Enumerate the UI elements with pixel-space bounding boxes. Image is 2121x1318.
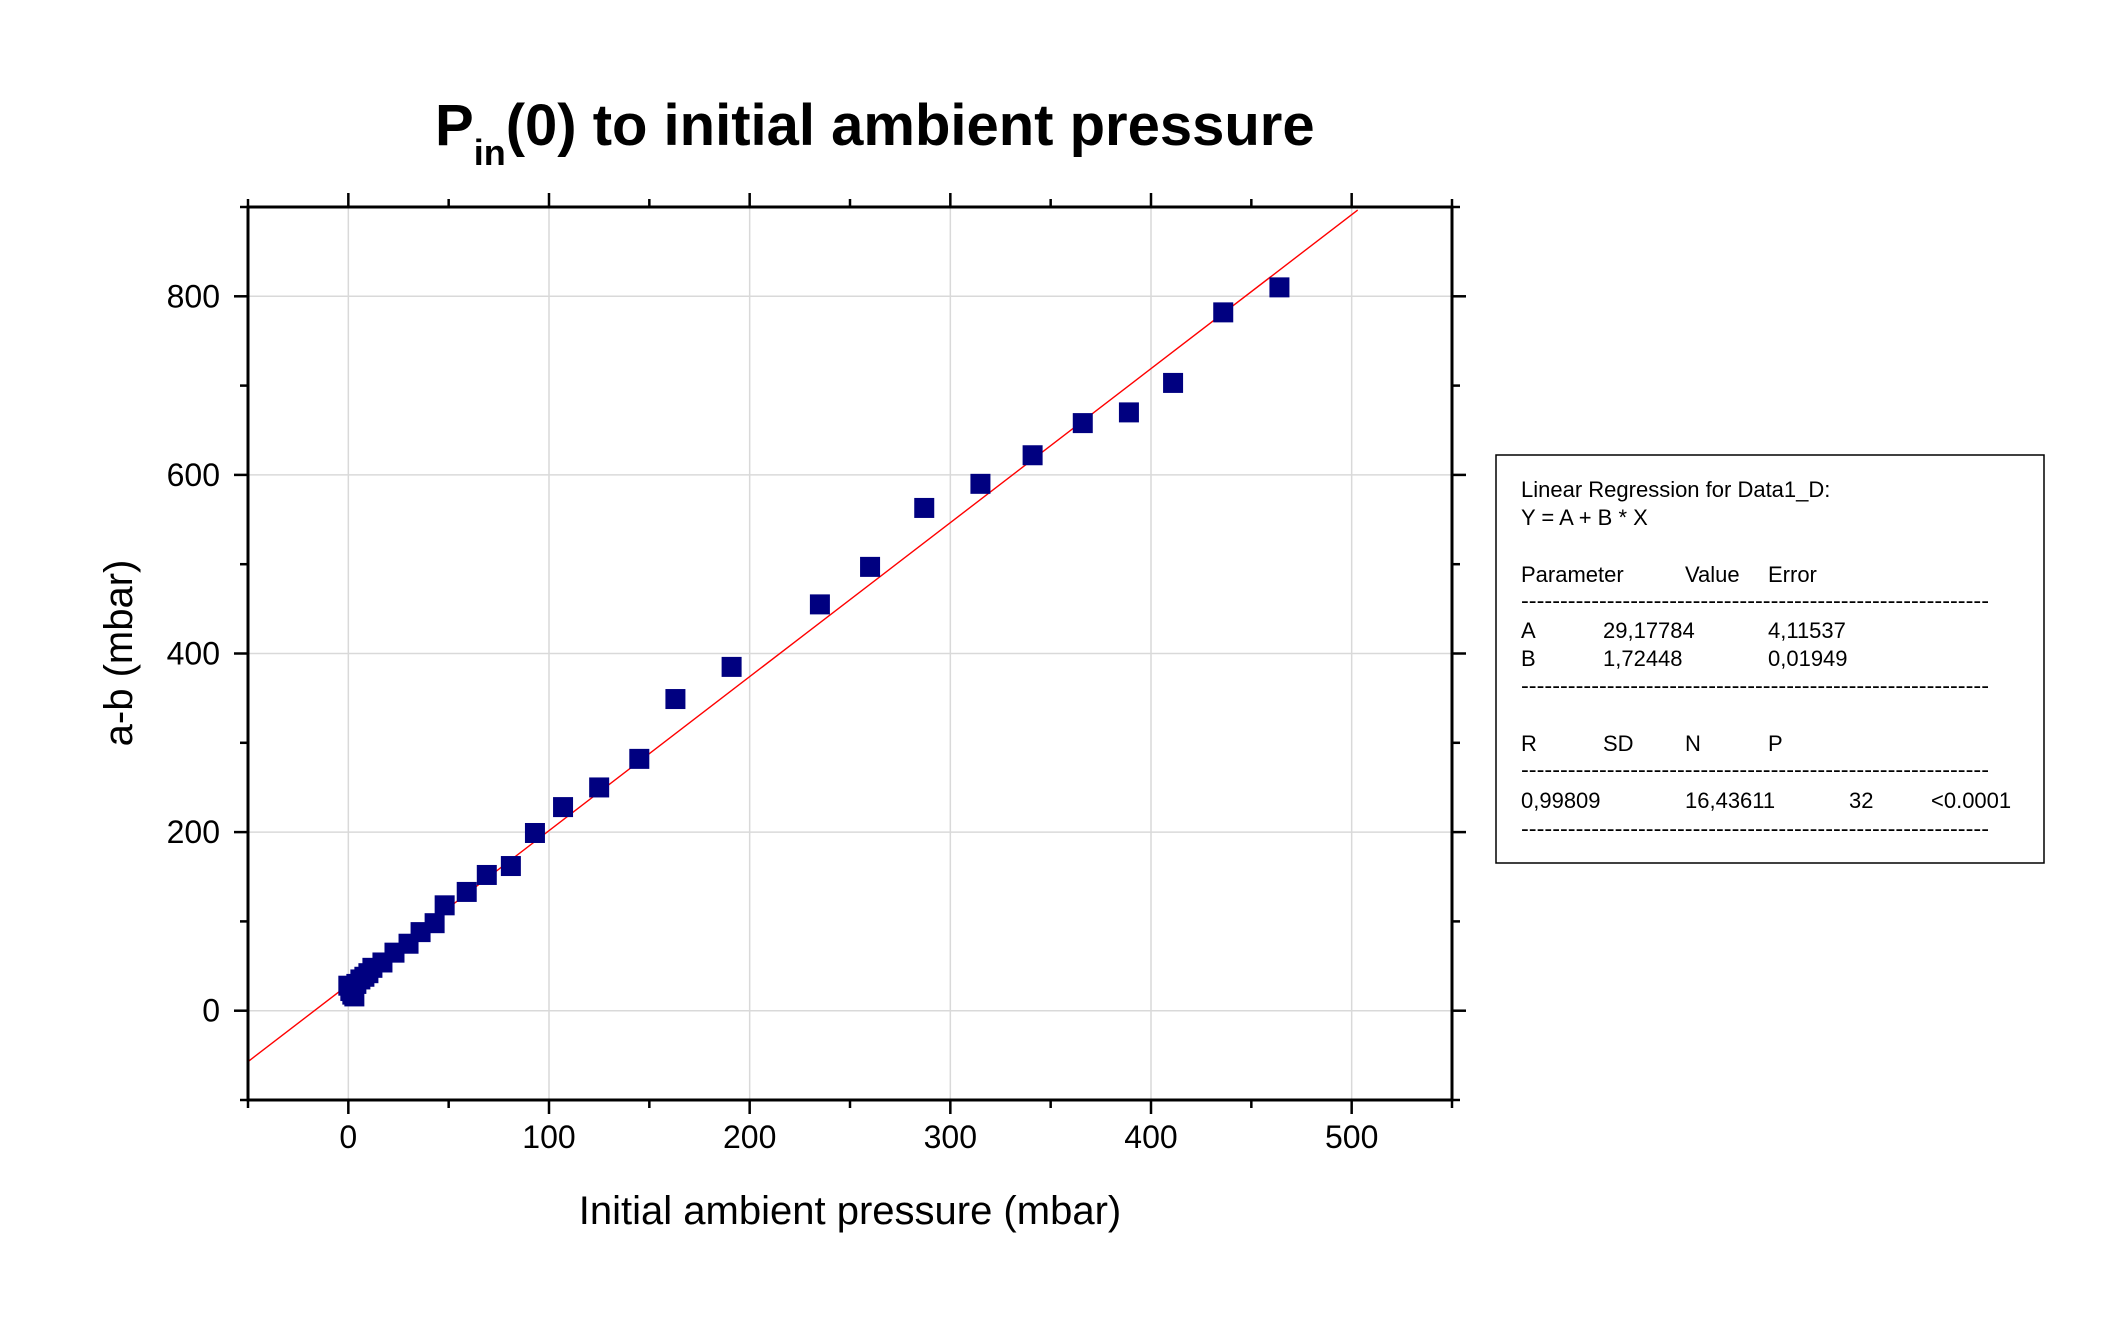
y-tick-label: 0 [202, 993, 220, 1029]
data-point [1163, 372, 1184, 393]
stats-row-a-error: 4,11537 [1768, 618, 1846, 643]
data-point [434, 895, 455, 916]
stats-row-b-error: 0,01949 [1768, 646, 1848, 671]
stats-header-parameter: Parameter [1521, 562, 1624, 587]
data-point [665, 689, 686, 710]
stats-value-sd: 16,43611 [1685, 788, 1775, 813]
data-point [1022, 445, 1043, 466]
y-axis-label: a-b (mbar) [97, 560, 141, 747]
stats-equation: Y = A + B * X [1521, 505, 1648, 530]
stats-value-r: 0,99809 [1521, 788, 1601, 813]
data-point [589, 777, 610, 798]
data-point [476, 864, 497, 885]
stats-header-p: P [1768, 731, 1783, 756]
stats-row-b-name: B [1521, 646, 1536, 671]
x-tick-label: 100 [522, 1119, 575, 1155]
data-point [500, 856, 521, 877]
data-point [1269, 277, 1290, 298]
chart-title: Pin(0) to initial ambient pressure [435, 93, 1315, 173]
data-point [809, 594, 830, 615]
data-point [1213, 302, 1234, 323]
x-tick-label: 200 [723, 1119, 776, 1155]
stats-row-b-value: 1,72448 [1603, 646, 1683, 671]
data-point [914, 497, 935, 518]
stats-divider: ----------------------------------------… [1521, 757, 1989, 782]
stats-title: Linear Regression for Data1_D: [1521, 477, 1830, 502]
data-point [1118, 402, 1139, 423]
stats-value-n: 32 [1849, 788, 1873, 813]
x-tick-label: 0 [339, 1119, 357, 1155]
stats-value-p: <0.0001 [1931, 788, 2011, 813]
axis-ticks: 0 100 200 300 400 500 0 200 400 600 800 [167, 193, 1466, 1155]
data-point [970, 473, 991, 494]
stats-row-a-name: A [1521, 618, 1536, 643]
data-point [860, 556, 881, 577]
stats-header-sd: SD [1603, 731, 1634, 756]
stats-divider: ----------------------------------------… [1521, 673, 1989, 698]
data-point [553, 797, 574, 818]
y-tick-label: 400 [167, 636, 220, 672]
data-point [721, 656, 742, 677]
stats-header-n: N [1685, 731, 1701, 756]
x-tick-label: 400 [1124, 1119, 1177, 1155]
data-points [338, 277, 1290, 1007]
y-tick-label: 800 [167, 278, 220, 314]
y-tick-label: 600 [167, 457, 220, 493]
data-point [524, 822, 545, 843]
grid [248, 207, 1452, 1100]
data-point [424, 913, 445, 934]
y-tick-label: 200 [167, 814, 220, 850]
stats-box-frame [1495, 454, 2045, 864]
x-tick-label: 500 [1325, 1119, 1378, 1155]
data-point [629, 748, 650, 769]
stats-header-r: R [1521, 731, 1537, 756]
stats-row-a-value: 29,17784 [1603, 618, 1695, 643]
regression-stats-box: Linear Regression for Data1_D: Y = A + B… [1495, 454, 2045, 864]
stats-header-value: Value [1685, 562, 1740, 587]
stats-divider: ----------------------------------------… [1521, 816, 1989, 841]
data-point [1072, 413, 1093, 434]
stats-header-error: Error [1768, 562, 1817, 587]
x-tick-label: 300 [924, 1119, 977, 1155]
data-point [456, 881, 477, 902]
stats-divider: ----------------------------------------… [1521, 588, 1989, 613]
x-axis-label: Initial ambient pressure (mbar) [579, 1189, 1121, 1233]
